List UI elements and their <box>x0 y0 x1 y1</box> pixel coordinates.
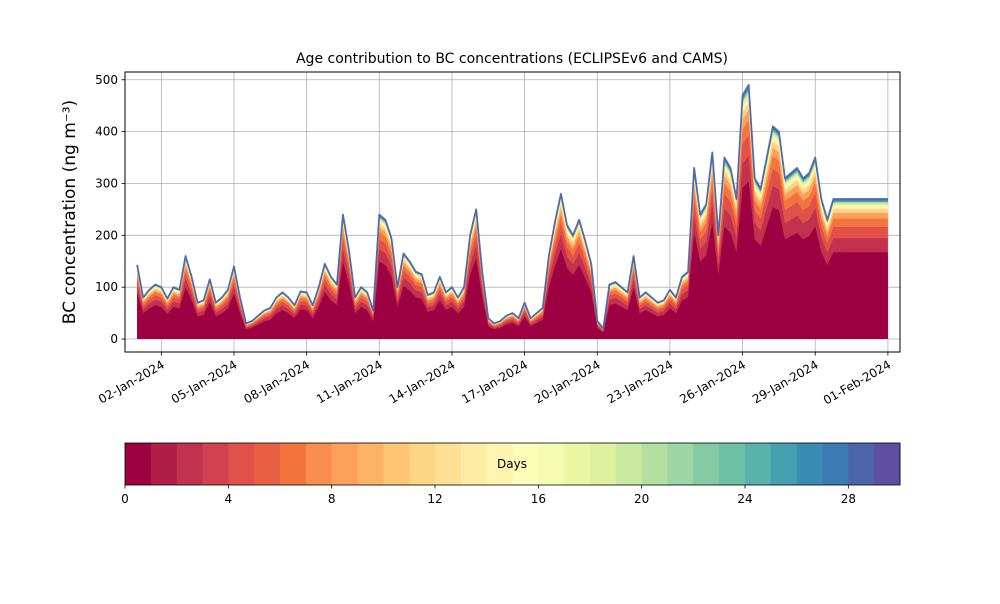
colorbar-frame <box>124 442 901 486</box>
chart-title: Age contribution to BC concentrations (E… <box>296 51 728 67</box>
colorbar-swatch <box>125 443 152 485</box>
area-layer <box>137 84 888 340</box>
colorbar-swatch <box>667 443 694 485</box>
x-axis: 02-Jan-2024 05-Jan-2024 08-Jan-2024 11-Jan-… <box>96 352 893 407</box>
colorbar-label: Days <box>497 457 527 471</box>
total-concentration-line <box>136 84 888 330</box>
line-layer <box>136 84 888 330</box>
y-tick-label: 400 <box>95 125 118 139</box>
colorbar-swatch <box>822 443 849 485</box>
colorbar-swatch <box>486 443 513 485</box>
colorbar-swatch <box>176 443 203 485</box>
colorbar-swatch <box>848 443 875 485</box>
y-tick-label: 0 <box>110 332 118 346</box>
colorbar-tick-label: 16 <box>531 492 546 506</box>
colorbar-swatch <box>150 443 178 485</box>
colorbar-swatch <box>383 443 410 485</box>
colorbar-tick-label: 8 <box>328 492 336 506</box>
colorbar-swatch <box>590 443 617 485</box>
x-tick-label: 14-Jan-2024 <box>387 357 458 406</box>
y-tick-label: 300 <box>95 176 118 190</box>
colorbar-swatch <box>770 443 798 485</box>
colorbar-swatch <box>641 443 668 485</box>
colorbar-tick-label: 4 <box>225 492 233 506</box>
colorbar-swatch <box>693 443 720 485</box>
colorbar-tick-label: 0 <box>121 492 129 506</box>
colorbar-swatch <box>460 443 488 485</box>
x-tick-label: 17-Jan-2024 <box>459 357 530 406</box>
colorbar-swatch <box>538 443 565 485</box>
colorbar-swatch <box>615 443 643 485</box>
x-tick-label: 02-Jan-2024 <box>96 357 167 406</box>
y-tick-label: 100 <box>95 280 118 294</box>
x-tick-label: 01-Feb-2024 <box>821 357 894 407</box>
x-tick-label: 08-Jan-2024 <box>241 357 312 406</box>
colorbar-swatch <box>357 443 384 485</box>
colorbar-swatch <box>512 443 539 485</box>
colorbar: 0 4 8 12 16 20 24 28 <box>121 442 901 506</box>
colorbar-swatch <box>719 443 746 485</box>
y-axis: 0 100 200 300 400 500 <box>95 73 125 346</box>
y-tick-label: 500 <box>95 73 118 87</box>
colorbar-swatch <box>435 443 462 485</box>
colorbar-swatch <box>305 443 333 485</box>
plot-frame <box>124 71 901 353</box>
colorbar-swatch <box>745 443 772 485</box>
x-tick-label: 26-Jan-2024 <box>677 357 748 406</box>
age-band-area <box>137 181 888 340</box>
colorbar-swatch <box>254 443 281 485</box>
x-tick-label: 11-Jan-2024 <box>314 357 385 406</box>
colorbar-tick-label: 20 <box>634 492 649 506</box>
y-axis-label: BC concentration (ng m⁻³) <box>60 100 80 324</box>
x-tick-label: 05-Jan-2024 <box>169 357 240 406</box>
x-tick-label: 29-Jan-2024 <box>750 357 821 406</box>
colorbar-swatch <box>202 443 229 485</box>
colorbar-tick-label: 12 <box>427 492 442 506</box>
colorbar-tick-label: 28 <box>841 492 856 506</box>
colorbar-swatch <box>280 443 307 485</box>
x-tick-label: 20-Jan-2024 <box>532 357 603 406</box>
colorbar-swatch <box>409 443 436 485</box>
colorbar-swatch <box>228 443 255 485</box>
colorbar-tick-label: 24 <box>737 492 752 506</box>
y-tick-label: 200 <box>95 228 118 242</box>
colorbar-swatch <box>564 443 591 485</box>
colorbar-swatch <box>331 443 358 485</box>
x-tick-label: 23-Jan-2024 <box>605 357 676 406</box>
colorbar-swatch <box>874 443 901 485</box>
colorbar-swatch <box>796 443 823 485</box>
